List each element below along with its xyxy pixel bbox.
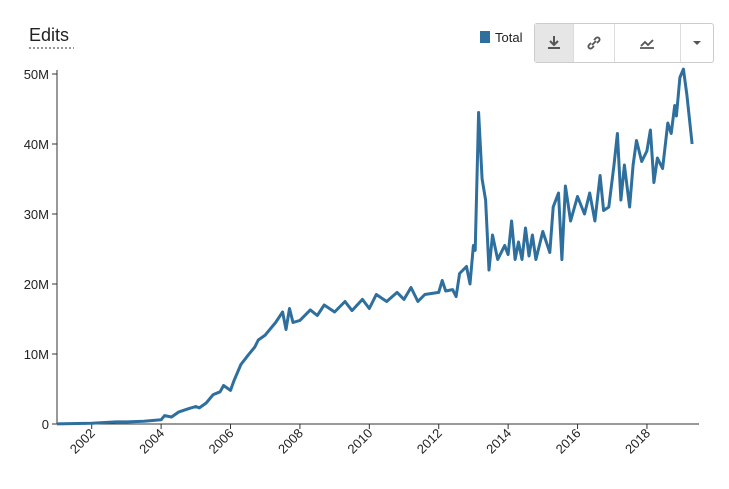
dropdown-button[interactable] [681, 24, 713, 62]
legend-swatch [480, 31, 490, 43]
y-tick-label: 0 [42, 417, 49, 432]
x-tick-label: 2002 [67, 426, 98, 457]
x-tick-label: 2006 [206, 426, 237, 457]
x-tick-label: 2014 [483, 426, 514, 457]
x-tick-label: 2010 [344, 426, 375, 457]
x-tick-label: 2016 [553, 426, 584, 457]
x-tick-label: 2012 [414, 426, 445, 457]
link-button[interactable] [574, 24, 615, 62]
toolbar [534, 23, 714, 63]
x-tick-label: 2008 [275, 426, 306, 457]
chart-type-button[interactable] [615, 24, 682, 62]
line [56, 67, 694, 426]
x-tick-label: 2018 [622, 426, 653, 457]
y-tick-label: 10M [24, 347, 49, 362]
y-tick-label: 30M [24, 207, 49, 222]
y-tick-label: 50M [24, 67, 49, 82]
y-tick-label: 40M [24, 137, 49, 152]
download-button[interactable] [535, 24, 574, 62]
x-tick-label: 2004 [136, 426, 167, 457]
chart-title: Edits [29, 25, 69, 45]
y-tick-label: 20M [24, 277, 49, 292]
legend-label: Total [495, 30, 523, 45]
